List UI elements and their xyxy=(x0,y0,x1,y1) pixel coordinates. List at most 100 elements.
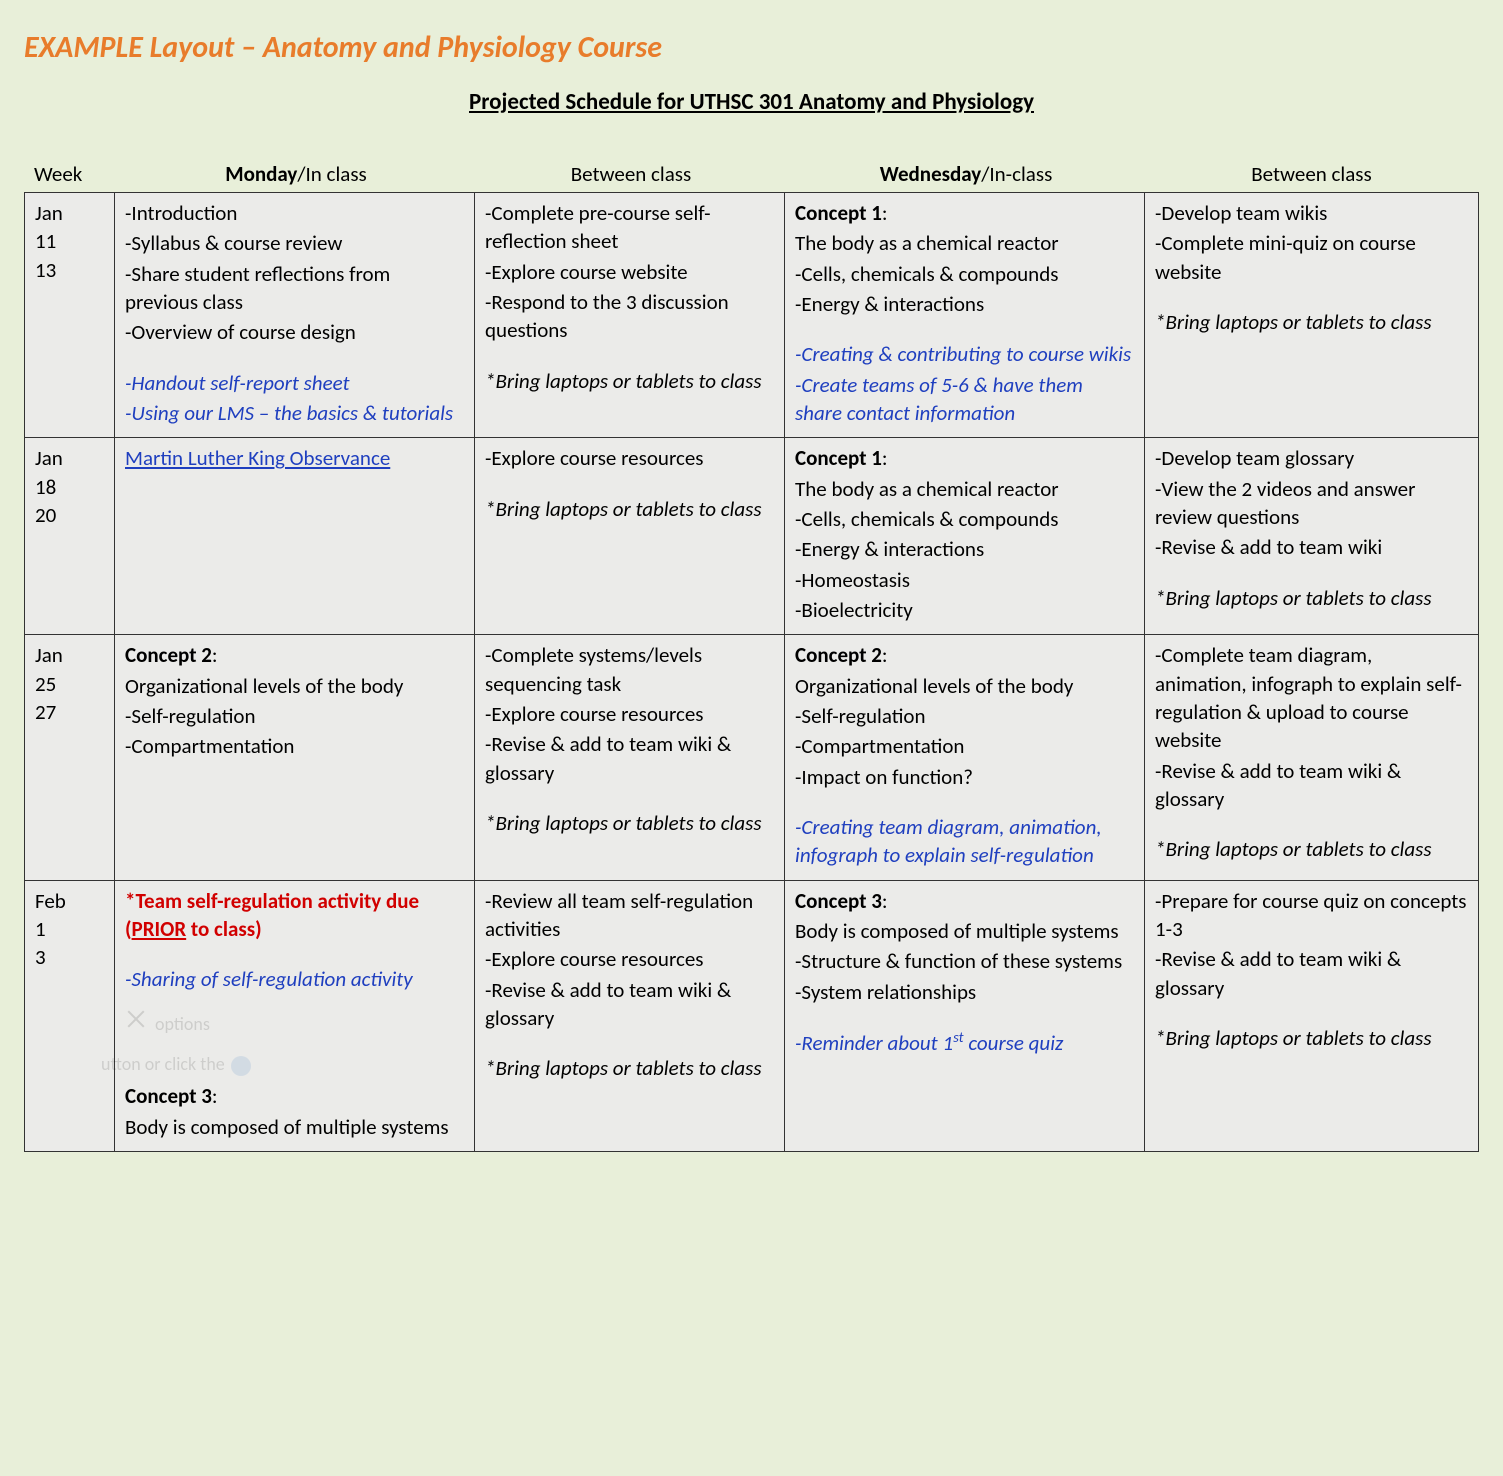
cell-line: -Structure & function of these systems xyxy=(795,947,1134,975)
spacer xyxy=(125,349,464,369)
between-cell: -Complete systems/levels sequencing task… xyxy=(475,635,785,880)
cell-line: -Complete systems/levels sequencing task xyxy=(485,641,774,698)
spacer xyxy=(125,945,464,965)
table-row: Jan 11 13 -Introduction-Syllabus & course… xyxy=(25,192,1479,437)
cell-line: *Bring laptops or tablets to class xyxy=(485,1054,774,1082)
cell-line: -Prepare for course quiz on concepts 1-3 xyxy=(1155,887,1468,944)
cell-line: Body is composed of multiple systems xyxy=(125,1113,464,1141)
between-cell: -Review all team self-regulation activit… xyxy=(475,880,785,1151)
cell-line: -System relationships xyxy=(795,978,1134,1006)
cell-line: -Review all team self-regulation activit… xyxy=(485,887,774,944)
cell-line: *Bring laptops or tablets to class xyxy=(1155,308,1468,336)
cell-line: Concept 3: xyxy=(795,887,1134,915)
cell-line: -Energy & interactions xyxy=(795,290,1134,318)
text-run: PRIOR xyxy=(132,916,187,942)
week-cell: Jan 25 27 xyxy=(25,635,115,880)
spacer xyxy=(485,475,774,495)
cell-line: -Revise & add to team wiki & glossary xyxy=(1155,757,1468,814)
cell-line: -Introduction xyxy=(125,199,464,227)
week-cell: Jan 11 13 xyxy=(25,192,115,437)
cell-line: -Explore course resources xyxy=(485,945,774,973)
cell-line: -Cells, chemicals & compounds xyxy=(795,260,1134,288)
ghost-text: options xyxy=(155,1013,210,1035)
cell-line: -Self-regulation xyxy=(125,702,464,730)
table-header-row: Week Monday/In class Between class Wedne… xyxy=(24,160,1479,192)
table-row: Jan 25 27 Concept 2: Organizational levels… xyxy=(25,635,1479,880)
cell-line: -Explore course resources xyxy=(485,700,774,728)
cell-line: Organizational levels of the body xyxy=(125,672,464,700)
cell-line: -Energy & interactions xyxy=(795,535,1134,563)
text-run: : xyxy=(882,445,888,471)
text-run: Concept 3 xyxy=(125,1083,212,1109)
cell-line: -Create teams of 5-6 & have them share c… xyxy=(795,371,1134,428)
between-cell: -Prepare for course quiz on concepts 1-3… xyxy=(1145,880,1479,1151)
text-run: : xyxy=(882,642,888,668)
header-wednesday: Wednesday/In-class xyxy=(786,160,1146,188)
cell-line: -Develop team wikis xyxy=(1155,199,1468,227)
cell-line: -Compartmentation xyxy=(125,732,464,760)
spacer xyxy=(795,320,1134,340)
text-run: : xyxy=(882,200,888,226)
cell-line: Concept 1: xyxy=(795,199,1134,227)
cell-line: Concept 2: xyxy=(125,641,464,669)
cell-line: -Explore course resources xyxy=(485,444,774,472)
between-cell: -Explore course resources*Bring laptops … xyxy=(475,438,785,635)
spacer xyxy=(485,347,774,367)
schedule-subtitle: Projected Schedule for UTHSC 301 Anatomy… xyxy=(24,87,1479,118)
between-cell: -Develop team wikis-Complete mini-quiz o… xyxy=(1145,192,1479,437)
cell-line: -Revise & add to team wiki xyxy=(1155,533,1468,561)
cell-line: -Using our LMS – the basics & tutorials xyxy=(125,399,464,427)
wednesday-cell: Concept 2: Organizational levels of the b… xyxy=(785,635,1145,880)
text-run: Concept 1 xyxy=(795,445,882,471)
cell-line: *Bring laptops or tablets to class xyxy=(1155,584,1468,612)
spacer xyxy=(1155,564,1468,584)
monday-cell: Concept 2: Organizational levels of the b… xyxy=(115,635,475,880)
ghost-text-2: utton or click the xyxy=(101,1053,225,1075)
text-run: Concept 2 xyxy=(795,642,882,668)
cell-line: -Cells, chemicals & compounds xyxy=(795,505,1134,533)
cell-line: Martin Luther King Observance xyxy=(125,444,464,472)
cell-line: -Complete mini-quiz on course website xyxy=(1155,229,1468,286)
wednesday-cell: Concept 1:The body as a chemical reactor… xyxy=(785,192,1145,437)
between-cell: -Develop team glossary-View the 2 videos… xyxy=(1145,438,1479,635)
monday-cell: *Team self-regulation activity due (PRIO… xyxy=(115,880,475,1151)
text-run: -Reminder about 1 xyxy=(795,1030,953,1056)
header-monday: Monday/In class xyxy=(116,160,476,188)
spacer xyxy=(1155,815,1468,835)
cell-line: -Bioelectricity xyxy=(795,596,1134,624)
text-run: Concept 1 xyxy=(795,200,882,226)
monday-cell: Martin Luther King Observance xyxy=(115,438,475,635)
cell-line: *Bring laptops or tablets to class xyxy=(1155,1024,1468,1052)
text-run: Concept 3 xyxy=(795,888,882,914)
page-title: EXAMPLE Layout – Anatomy and Physiology … xyxy=(24,28,1479,69)
cell-line: *Bring laptops or tablets to class xyxy=(1155,835,1468,863)
cell-line: -Share student reflections from previous… xyxy=(125,260,464,317)
cell-line: The body as a chemical reactor xyxy=(795,475,1134,503)
cell-line: -Develop team glossary xyxy=(1155,444,1468,472)
cell-line: -Sharing of self-regulation activity xyxy=(125,965,464,993)
cell-line: -Complete pre-course self-reflection she… xyxy=(485,199,774,256)
text-run: to class) xyxy=(186,916,261,942)
table-row: Jan 18 20 Martin Luther King Observance -E… xyxy=(25,438,1479,635)
header-week: Week xyxy=(26,160,116,188)
cell-line: The body as a chemical reactor xyxy=(795,229,1134,257)
cell-line: -Revise & add to team wiki & glossary xyxy=(1155,945,1468,1002)
course-schedule-page: EXAMPLE Layout – Anatomy and Physiology … xyxy=(0,0,1503,1476)
spacer xyxy=(485,789,774,809)
spacer xyxy=(795,1008,1134,1028)
spacer xyxy=(485,1034,774,1054)
wednesday-cell: Concept 1: The body as a chemical reactor… xyxy=(785,438,1145,635)
cell-line: Body is composed of multiple systems xyxy=(795,917,1134,945)
cell-line: -Syllabus & course review xyxy=(125,229,464,257)
cell-line: -Reminder about 1st course quiz xyxy=(795,1028,1134,1057)
cell-line: Concept 1: xyxy=(795,444,1134,472)
ghost-overlay: optionsutton or click the xyxy=(125,1008,464,1077)
between-cell: -Complete team diagram, animation, infog… xyxy=(1145,635,1479,880)
cell-line: Organizational levels of the body xyxy=(795,672,1134,700)
cell-line: -Respond to the 3 discussion questions xyxy=(485,288,774,345)
wednesday-cell: Concept 3:Body is composed of multiple s… xyxy=(785,880,1145,1151)
cell-line: Concept 3: xyxy=(125,1082,464,1110)
text-run: course quiz xyxy=(964,1030,1064,1056)
week-cell: Jan 18 20 xyxy=(25,438,115,635)
close-icon xyxy=(125,1008,147,1030)
